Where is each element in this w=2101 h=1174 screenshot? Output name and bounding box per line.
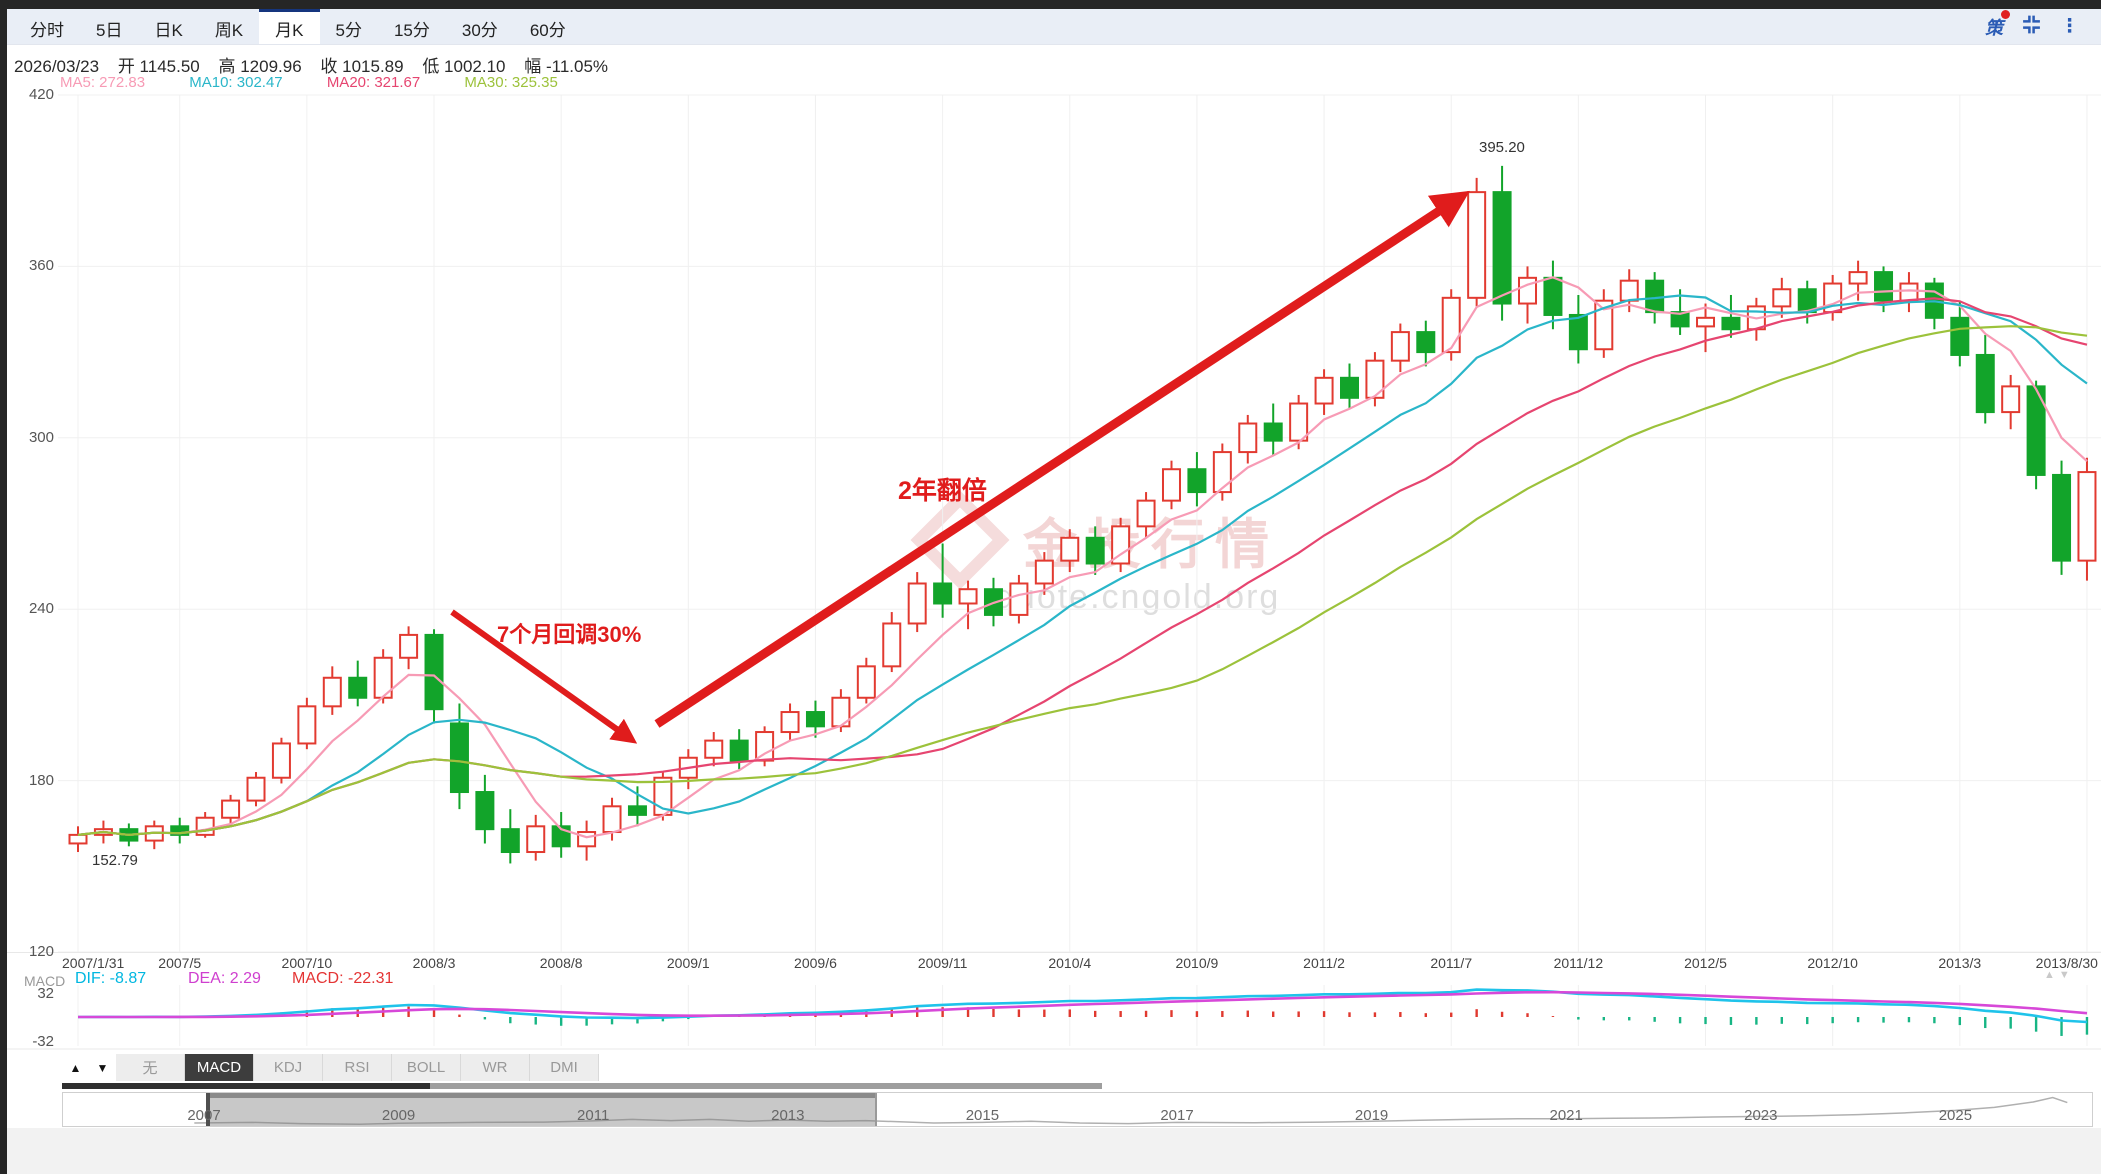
y-axis-label: 420 — [28, 86, 54, 103]
window-left-edge — [0, 0, 7, 1174]
navigator-selection[interactable] — [206, 1093, 877, 1126]
scrollbar-track[interactable] — [430, 1083, 1102, 1089]
ma5-value: MA5: 272.83 — [60, 74, 146, 91]
navigator-year-label: 2009 — [381, 1107, 416, 1124]
x-axis-label: 2007/10 — [281, 955, 333, 971]
macd-panel-title[interactable]: MACD — [24, 973, 66, 989]
bottom-filler — [0, 1128, 2101, 1174]
x-axis-label: 2012/5 — [1684, 955, 1727, 971]
y-axis-label: 360 — [28, 257, 54, 275]
y-axis-label: 240 — [28, 600, 54, 618]
x-axis-label: 2009/1 — [666, 955, 710, 971]
annotation-double: 2年翻倍 — [898, 477, 987, 505]
navigator-year-label: 2011 — [577, 1107, 610, 1124]
tab-weekly-k[interactable]: 周K — [214, 20, 244, 40]
navigator-year-label: 2017 — [1160, 1107, 1194, 1124]
x-axis-label: 2011/7 — [1430, 955, 1473, 971]
tab-30min[interactable]: 30分 — [461, 20, 498, 40]
navigator-year-label: 2013 — [771, 1107, 805, 1124]
period-tabs: 分时 5日 日K 周K 月K 5分 15分 30分 60分 — [0, 9, 582, 44]
x-axis-label: 2011/12 — [1553, 955, 1604, 971]
navigator-year-label: 2007 — [187, 1107, 221, 1124]
chart-scroll-arrows[interactable]: ▲▼ — [2044, 969, 2074, 981]
navigator-year-label: 2015 — [965, 1107, 1000, 1124]
info-change: 幅 -11.05% — [524, 57, 609, 76]
more-menu-icon[interactable]: ⋮ — [2060, 16, 2079, 37]
indicator-tabbar: ▲ ▼ 无 MACD KDJ RSI BOLL WR DMI — [62, 1054, 599, 1081]
x-axis-label: 2008/8 — [539, 955, 583, 971]
y-axis-label: 300 — [28, 428, 54, 446]
scrollbar-thumb[interactable] — [62, 1083, 430, 1089]
notification-dot — [2001, 9, 2010, 19]
tab-monthly-k[interactable]: 月K — [259, 9, 320, 44]
indicator-tab-macd[interactable]: MACD — [185, 1054, 254, 1081]
indicator-tab-kdj[interactable]: KDJ — [254, 1054, 323, 1081]
range-navigator[interactable]: 2007 2009 2011 2013 2015 2017 2019 2021 2023 2025 — [62, 1092, 2093, 1127]
navigator-left-handle[interactable] — [206, 1093, 210, 1126]
navigator-selection-top — [206, 1093, 877, 1098]
x-axis-label: 2008/3 — [412, 955, 456, 971]
info-open: 开 1145.50 — [117, 57, 200, 76]
high-price-label: 395.20 — [1479, 139, 1525, 156]
x-axis-label: 2013/8/30 — [2035, 955, 2098, 971]
indicator-down-button[interactable]: ▼ — [89, 1054, 116, 1081]
ma20-value: MA20: 321.67 — [326, 74, 421, 91]
indicator-tab-none[interactable]: 无 — [116, 1054, 185, 1081]
low-price-label: 152.79 — [92, 852, 138, 869]
navigator-mini-chart — [194, 1096, 2068, 1125]
info-high: 高 1209.96 — [218, 57, 302, 76]
x-axis-label: 2009/11 — [917, 955, 968, 971]
macd-y-bottom: -32 — [32, 1033, 54, 1050]
navigator-right-handle[interactable] — [875, 1093, 877, 1126]
x-axis-label: 2010/4 — [1048, 955, 1092, 971]
x-axis-label: 2007/5 — [158, 955, 202, 971]
scroll-up-icon[interactable]: ▲ — [2044, 969, 2059, 981]
navigator-year-label: 2025 — [1938, 1107, 1973, 1124]
ma30-value: MA30: 325.35 — [464, 74, 558, 91]
x-axis-label: 2011/2 — [1303, 955, 1345, 971]
x-axis-label: 2012/10 — [1807, 955, 1858, 971]
info-close: 收 1015.89 — [320, 57, 404, 76]
annotation-pullback: 7个月回调30% — [497, 622, 642, 647]
strategy-label: 策 — [1985, 17, 2003, 38]
window-top-edge — [0, 0, 2101, 9]
scroll-down-icon[interactable]: ▼ — [2058, 969, 2074, 981]
x-axis-label: 2007/1/31 — [62, 955, 125, 971]
ohlc-infobar: 2026/03/23 开 1145.50 高 1209.96 收 1015.89… — [14, 52, 622, 77]
y-axis-label: 120 — [28, 943, 54, 960]
tab-5min[interactable]: 5分 — [335, 20, 362, 40]
x-axis-label: 2009/6 — [794, 955, 837, 971]
tab-15min[interactable]: 15分 — [393, 20, 430, 40]
ma10-value: MA10: 302.47 — [189, 74, 283, 91]
macd-y-top: 32 — [37, 985, 54, 1002]
indicator-tab-boll[interactable]: BOLL — [392, 1054, 461, 1081]
tabbar-actions: 策 ⋮ — [1985, 9, 2101, 44]
indicator-tab-dmi[interactable]: DMI — [530, 1054, 599, 1081]
macd-dif-value: DIF: -8.87 — [75, 970, 147, 987]
macd-dea-value: DEA: 2.29 — [188, 970, 261, 987]
indicator-tab-wr[interactable]: WR — [461, 1054, 530, 1081]
tab-60min[interactable]: 60分 — [529, 20, 566, 40]
period-tabbar: 分时 5日 日K 周K 月K 5分 15分 30分 60分 策 ⋮ — [0, 9, 2101, 45]
info-low: 低 1002.10 — [422, 57, 506, 76]
navigator-year-label: 2021 — [1549, 1107, 1583, 1124]
ma-legend: MA5: 272.83 MA10: 302.47 MA20: 321.67 MA… — [60, 74, 598, 91]
x-axis-label: 2013/3 — [1938, 955, 1982, 971]
y-axis-label: 180 — [28, 771, 54, 789]
tab-daily-k[interactable]: 日K — [154, 20, 183, 40]
x-axis-label: 2010/9 — [1175, 955, 1219, 971]
indicator-tab-rsi[interactable]: RSI — [323, 1054, 392, 1081]
info-date: 2026/03/23 — [14, 57, 100, 76]
strategy-icon[interactable]: 策 — [1985, 9, 2010, 40]
navigator-year-label: 2019 — [1354, 1107, 1389, 1124]
tab-intraday[interactable]: 分时 — [30, 20, 64, 40]
collapse-icon[interactable] — [2021, 14, 2042, 40]
tab-5day[interactable]: 5日 — [96, 20, 123, 40]
navigator-year-label: 2023 — [1744, 1107, 1778, 1124]
indicator-up-button[interactable]: ▲ — [62, 1054, 89, 1081]
macd-hist-value: MACD: -22.31 — [292, 970, 394, 987]
